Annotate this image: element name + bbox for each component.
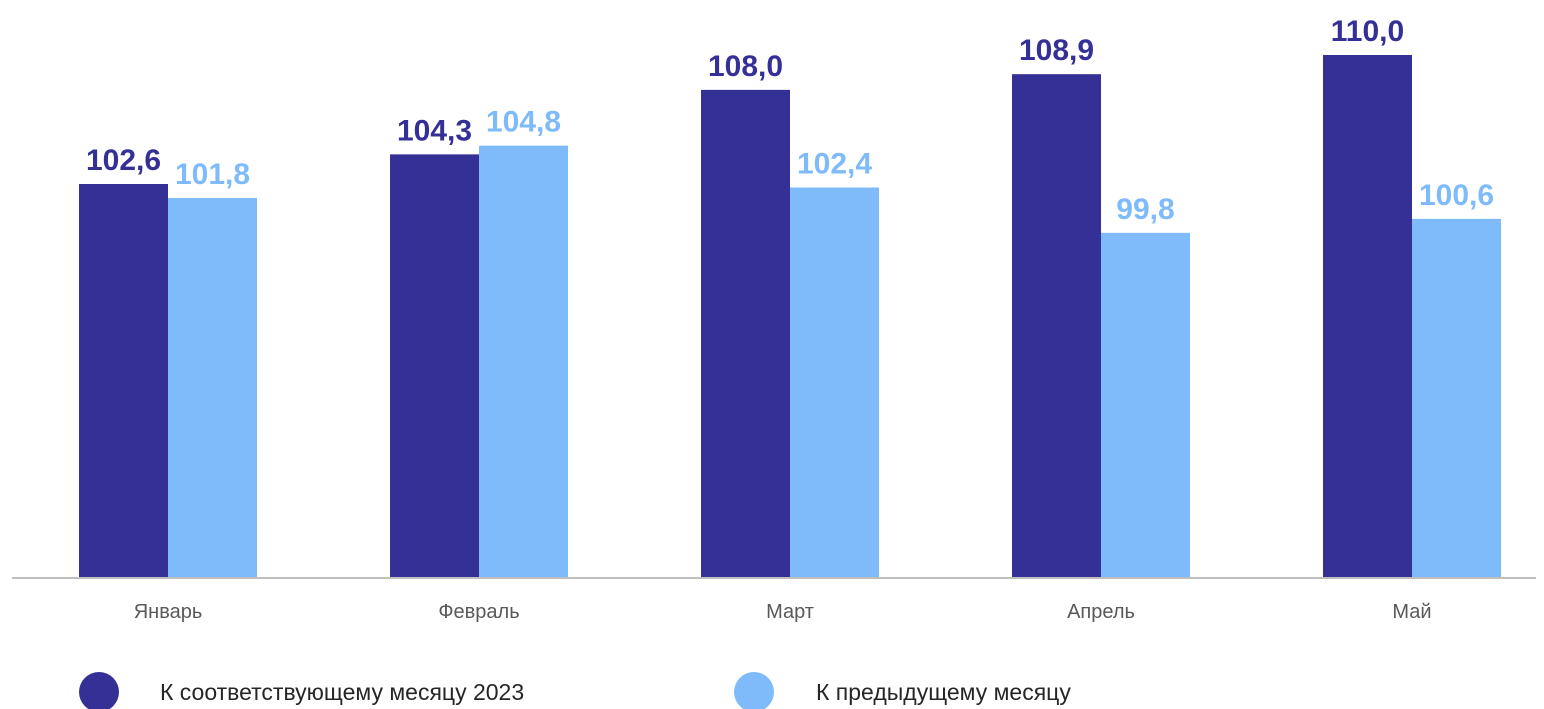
bar-series-1-январь bbox=[79, 184, 168, 579]
data-label-series-2-март: 102,4 bbox=[797, 147, 872, 180]
x-tick-label-март: Март bbox=[766, 601, 814, 623]
x-tick-label-февраль: Февраль bbox=[438, 601, 519, 623]
bar-series-2-март bbox=[790, 187, 879, 578]
bars-layer bbox=[79, 55, 1501, 579]
x-tick-label-январь: Январь bbox=[134, 601, 203, 623]
data-label-series-2-май: 100,6 bbox=[1419, 179, 1494, 212]
bar-series-1-март bbox=[701, 89, 790, 578]
bar-series-1-май bbox=[1323, 55, 1412, 578]
legend-label-series-2: К предыдущему месяцу bbox=[816, 679, 1071, 705]
x-tick-label-апрель: Апрель bbox=[1067, 601, 1135, 623]
data-label-series-1-март: 108,0 bbox=[708, 50, 783, 83]
bar-series-2-февраль bbox=[479, 145, 568, 579]
data-label-series-1-апрель: 108,9 bbox=[1019, 34, 1094, 67]
data-label-series-2-январь: 101,8 bbox=[175, 158, 250, 191]
legend-marker-series-2 bbox=[734, 672, 774, 709]
x-tick-label-май: Май bbox=[1392, 601, 1431, 623]
bar-series-1-апрель bbox=[1012, 74, 1101, 578]
data-label-series-1-май: 110,0 bbox=[1331, 15, 1404, 48]
data-label-series-2-апрель: 99,8 bbox=[1116, 193, 1174, 226]
legend-item-series-2: К предыдущему месяцу bbox=[734, 672, 1071, 709]
bar-series-1-февраль bbox=[390, 154, 479, 578]
value-labels-layer: 102,6 101,8 104,3 104,8 108,0 102,4 108,9 99,8 1… bbox=[86, 15, 1494, 226]
legend: К соответствующему месяцу 2023 К предыду… bbox=[79, 672, 1071, 709]
data-label-series-1-февраль: 104,3 bbox=[397, 114, 472, 147]
bar-series-2-май bbox=[1412, 218, 1501, 578]
x-tick-labels-layer: Январь Февраль Март Апрель Май bbox=[134, 601, 1432, 623]
legend-marker-series-1 bbox=[79, 672, 119, 709]
legend-label-series-1: К соответствующему месяцу 2023 bbox=[160, 679, 524, 705]
data-label-series-1-январь: 102,6 bbox=[86, 144, 161, 177]
data-label-series-2-февраль: 104,8 bbox=[486, 106, 561, 139]
legend-item-series-1: К соответствующему месяцу 2023 bbox=[79, 672, 524, 709]
bar-series-2-апрель bbox=[1101, 232, 1190, 578]
bar-series-2-январь bbox=[168, 197, 257, 578]
